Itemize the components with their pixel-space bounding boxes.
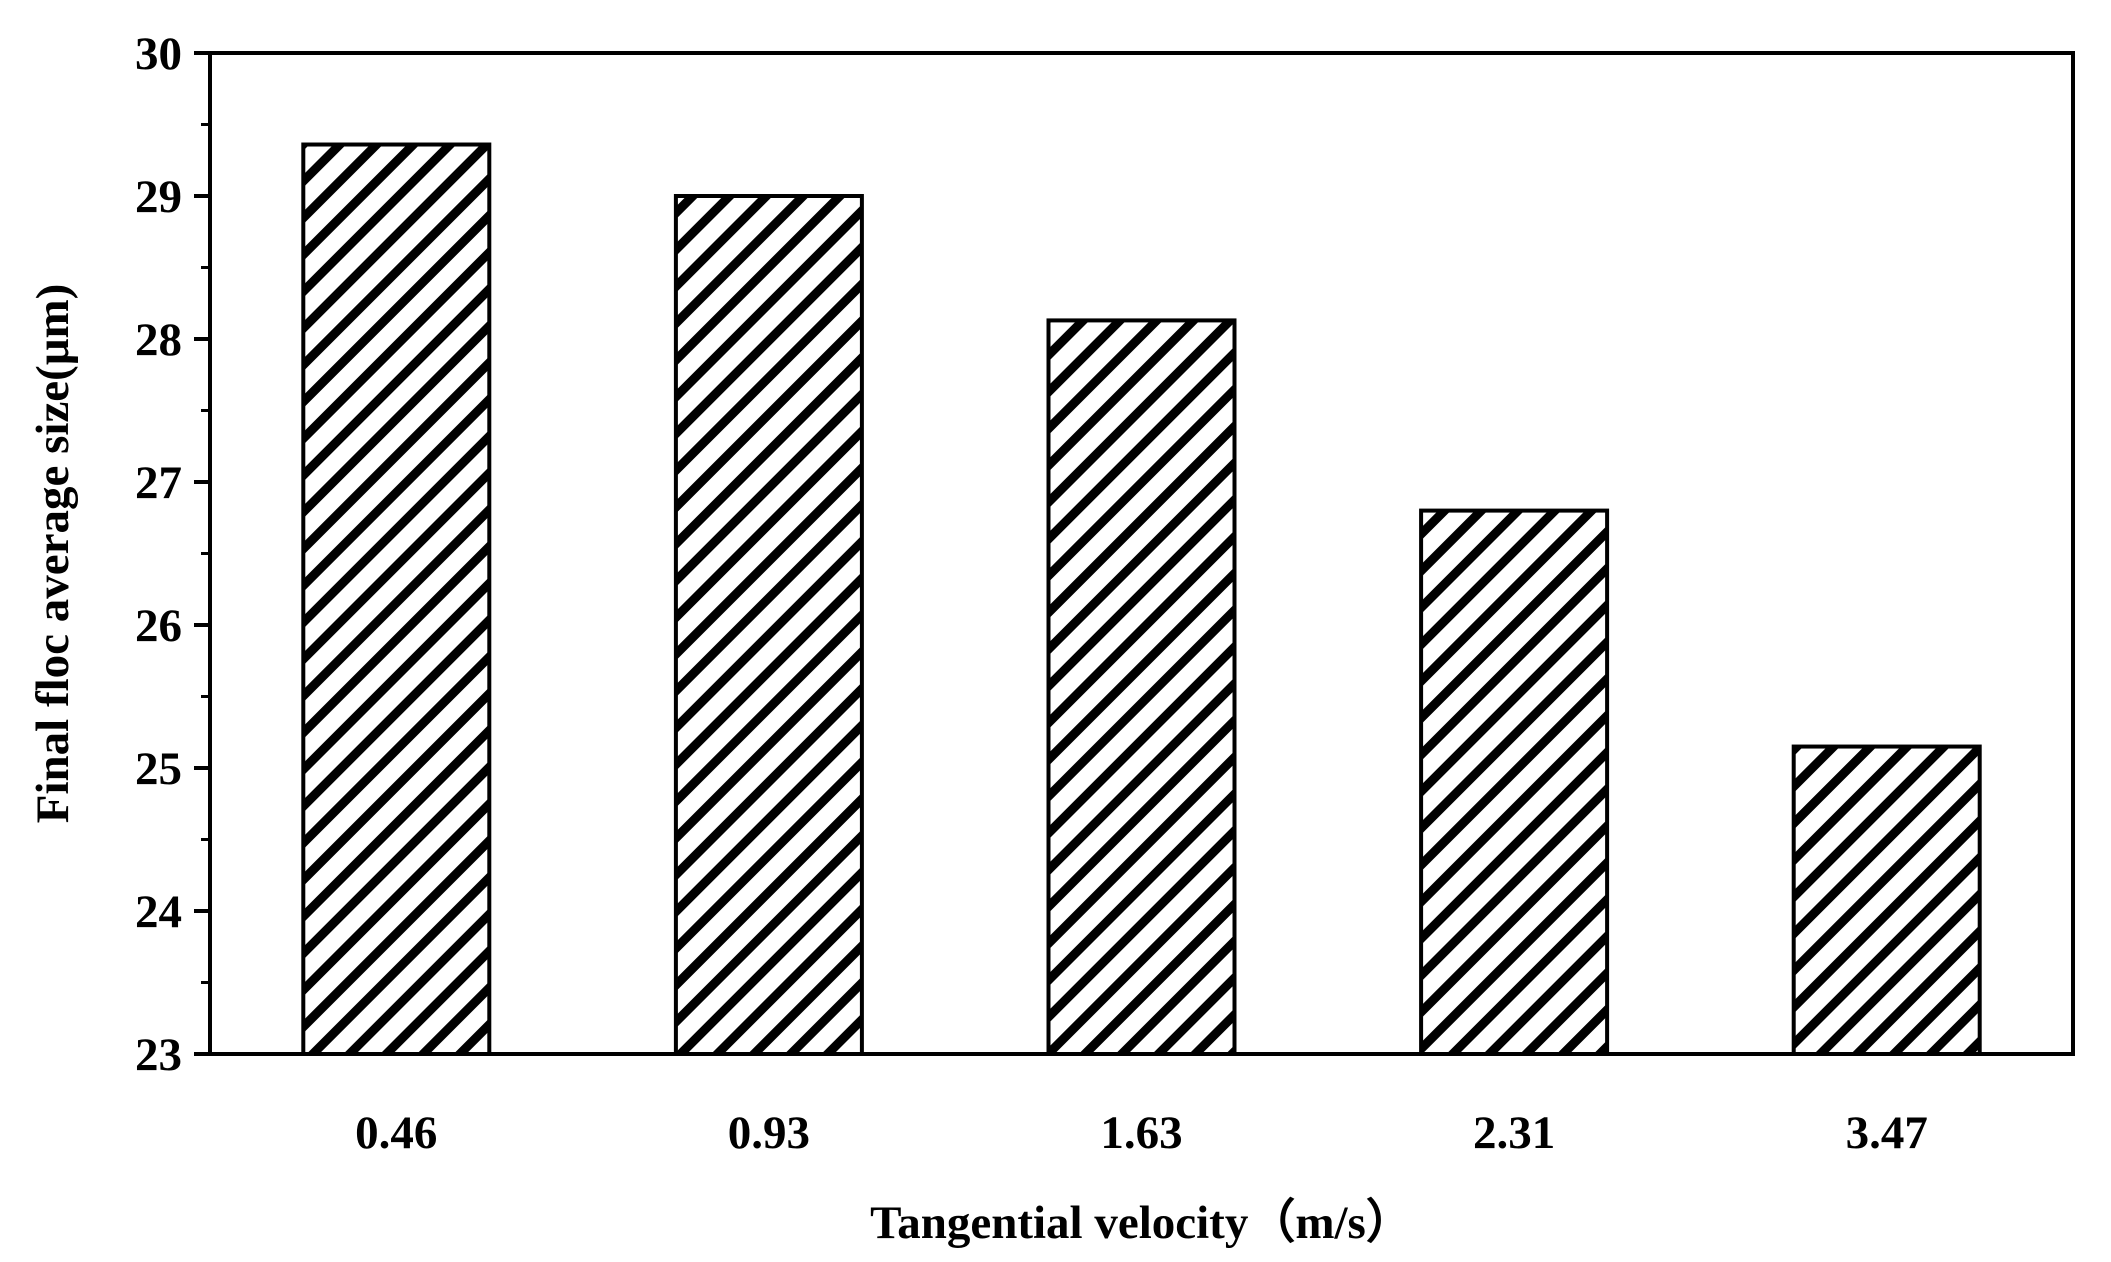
x-axis: 0.46 0.93 1.63 2.31 3.47: [355, 1107, 1928, 1159]
y-tick-label: 27: [135, 457, 182, 509]
bar-3.47: [1791, 744, 1982, 1056]
x-tick-label: 1.63: [1100, 1107, 1182, 1159]
x-tick-label: 0.93: [728, 1107, 810, 1159]
x-tick-label: 2.31: [1473, 1107, 1555, 1159]
x-tick-label: 3.47: [1846, 1107, 1928, 1159]
bar-2.31: [1419, 508, 1610, 1057]
y-axis: 23 24 25 26 27 28 29 30: [135, 28, 210, 1081]
x-tick-label: 0.46: [355, 1107, 437, 1159]
y-tick-label: 25: [135, 743, 182, 795]
y-tick-label: 30: [135, 28, 182, 80]
y-axis-title: Final floc average size(μm): [27, 284, 79, 824]
x-axis-title: Tangential velocity（m/s）: [870, 1197, 1413, 1249]
y-tick-label: 29: [135, 171, 182, 223]
bar-0.93: [673, 194, 864, 1056]
y-tick-label: 24: [135, 886, 182, 938]
y-tick-label: 26: [135, 600, 182, 652]
y-tick-label: 23: [135, 1029, 182, 1081]
bar-0.46: [301, 142, 492, 1056]
y-tick-label: 28: [135, 314, 182, 366]
bars-group: [301, 142, 1982, 1057]
bar-1.63: [1046, 318, 1237, 1057]
